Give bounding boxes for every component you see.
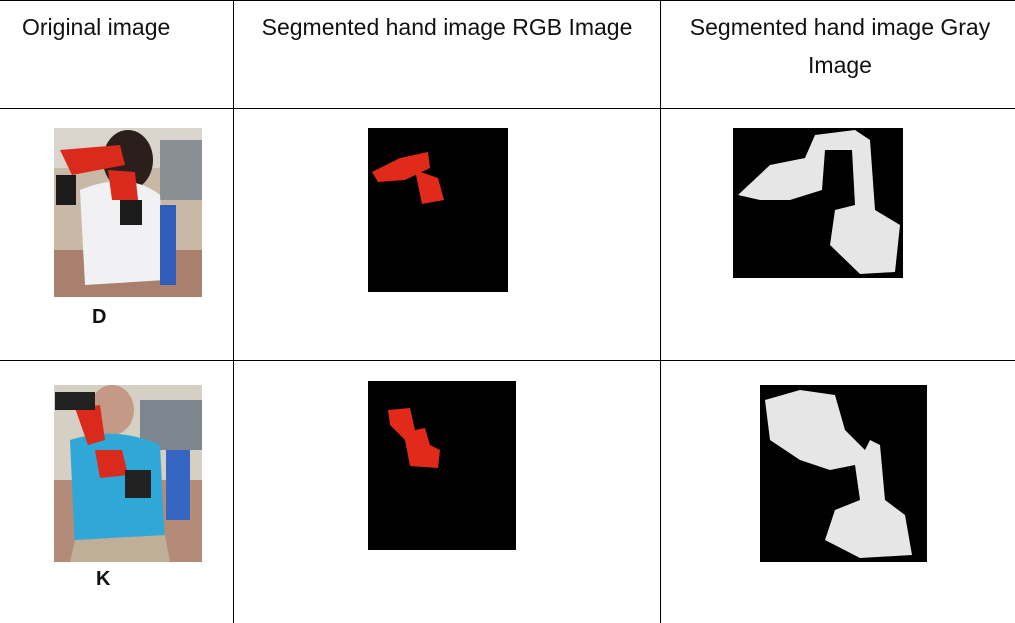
column-divider: [233, 0, 234, 623]
sign-label: K: [96, 568, 111, 590]
segmented-hand: [388, 408, 440, 468]
rgb-segmented-image: [368, 381, 516, 550]
original-photo: [54, 128, 202, 297]
row-divider: [0, 108, 1015, 109]
rgb-segmented-image: [368, 128, 508, 292]
header-cell: Segmented hand image RGB Image: [261, 14, 633, 40]
table-border-top: [0, 0, 1015, 1]
segmented-hand: [765, 390, 912, 558]
sign-label: D: [92, 306, 107, 328]
segmented-hand: [738, 130, 900, 274]
segmented-hand: [372, 152, 444, 204]
header-cell: Original image: [22, 14, 171, 40]
row-divider: [0, 360, 1015, 361]
column-divider: [660, 0, 661, 623]
header-cell: Segmented hand image Gray Image: [689, 14, 991, 78]
original-photo: [54, 385, 202, 562]
